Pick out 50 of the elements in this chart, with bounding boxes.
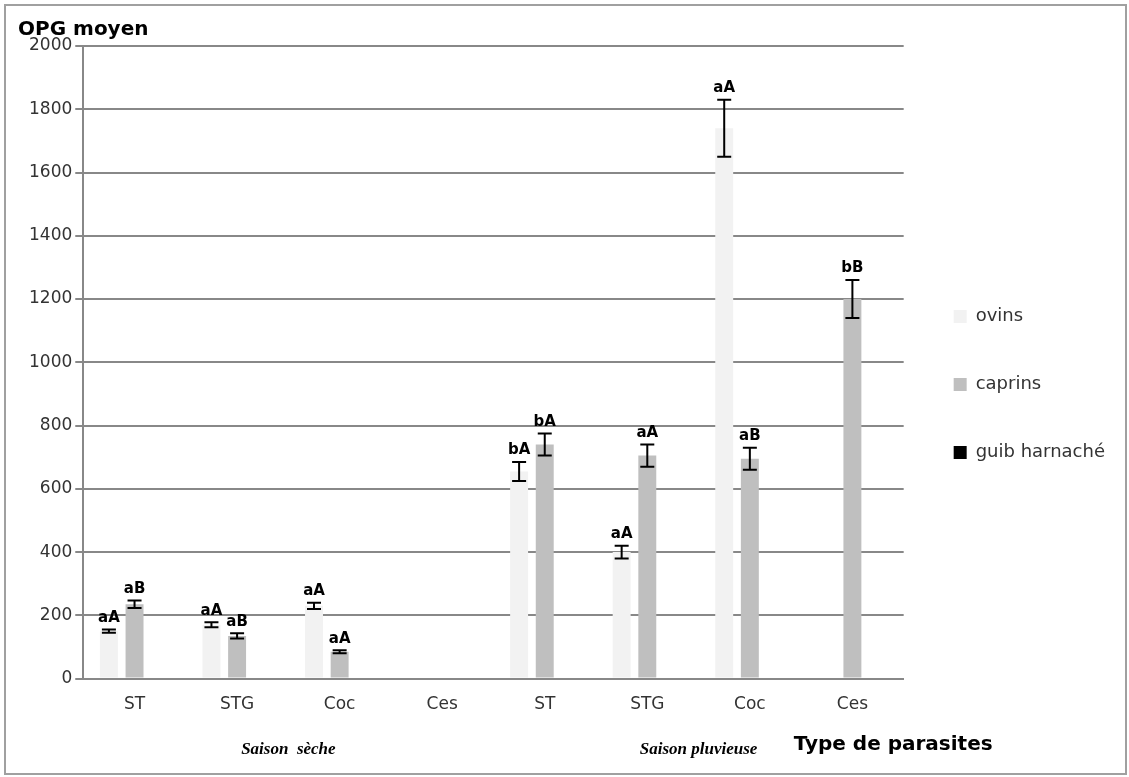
x-tick-label: Coc: [323, 693, 356, 714]
y-tick-label: 600: [39, 477, 73, 498]
bar: [638, 455, 657, 678]
x-axis-title: Type de parasites: [793, 731, 993, 756]
y-tick-label: 0: [61, 667, 73, 688]
x-tick-label: ST: [123, 693, 146, 714]
y-tick-label: 1000: [29, 350, 73, 371]
data-label: bB: [841, 258, 864, 277]
x-tick-label: STG: [219, 693, 255, 714]
data-label: aA: [98, 607, 121, 626]
y-tick-label: 1200: [29, 287, 73, 308]
bar: [305, 605, 323, 678]
data-label: aB: [123, 578, 146, 597]
text: Saison sèche: [241, 738, 337, 758]
legend-label: ovins: [975, 304, 1024, 326]
y-tick-label: 800: [39, 413, 73, 434]
data-label: aA: [303, 581, 326, 600]
bar: [228, 635, 247, 678]
data-label: aB: [226, 611, 248, 630]
data-label: aA: [610, 524, 633, 543]
bar: [510, 471, 529, 678]
y-tick-label: 200: [39, 603, 73, 624]
bar: [125, 604, 144, 678]
legend-label: guib harnaché: [975, 440, 1106, 462]
data-label: aA: [636, 422, 659, 441]
x-tick-label: Ces: [836, 693, 869, 714]
data-label: bA: [533, 411, 557, 430]
text: Saison pluvieuse: [639, 738, 758, 758]
y-tick-label: 400: [39, 540, 73, 561]
y-tick-label: 1800: [29, 97, 73, 118]
bar: [843, 299, 862, 678]
bar: [612, 552, 631, 678]
data-label: bA: [507, 440, 531, 459]
y-tick-label: 1400: [29, 224, 73, 245]
y-tick-label: 1600: [29, 160, 73, 181]
x-tick-label: ST: [534, 693, 556, 714]
bar: [535, 444, 554, 678]
data-label: aA: [328, 628, 351, 647]
bar: [202, 624, 221, 678]
x-tick-label: Coc: [734, 693, 766, 714]
data-label: aA: [713, 78, 736, 97]
bar: [740, 458, 759, 678]
x-tick-label: STG: [630, 693, 665, 714]
data-label: aA: [200, 600, 223, 619]
legend-label: caprins: [975, 372, 1042, 394]
bar: [330, 651, 349, 678]
bar: [715, 128, 734, 678]
x-tick-label: Ces: [426, 693, 458, 714]
data-label: aB: [739, 426, 761, 445]
bar: [99, 631, 118, 678]
